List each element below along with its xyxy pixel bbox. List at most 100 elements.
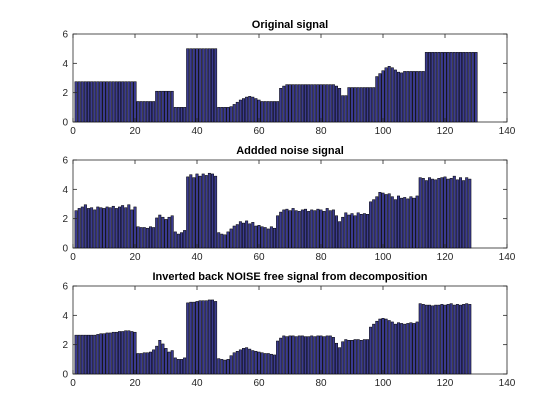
subplot-2: 0 20 40 60 80 100 120 140 0 2 4 6 Addded noise signa… (62, 145, 515, 263)
bar (384, 67, 388, 123)
bar (279, 211, 283, 249)
bar (176, 107, 180, 123)
bar (313, 336, 317, 375)
bar (133, 206, 137, 249)
bar (235, 224, 239, 249)
bar (226, 359, 230, 375)
bar (285, 336, 289, 375)
x-tick-label: 80 (315, 126, 327, 137)
bar (266, 353, 270, 375)
bar (124, 81, 128, 123)
bar (468, 304, 472, 375)
bar (465, 177, 469, 249)
bar (248, 96, 252, 123)
bar (294, 336, 298, 375)
bar (359, 87, 363, 123)
bar (384, 194, 388, 249)
bar (99, 207, 103, 249)
bar (428, 52, 431, 123)
bar (254, 98, 258, 123)
bar (378, 73, 382, 123)
bar (276, 215, 280, 249)
bar (356, 212, 360, 249)
bar (87, 334, 90, 375)
bar (232, 225, 236, 249)
bar (428, 177, 431, 249)
x-tick-label: 120 (437, 126, 454, 137)
bar (325, 208, 329, 249)
bar (102, 333, 106, 375)
bar (397, 71, 400, 123)
bar (90, 334, 94, 375)
bar (149, 226, 152, 249)
bar (226, 231, 230, 249)
bar (446, 178, 450, 249)
bar (285, 208, 289, 249)
bar (366, 87, 369, 123)
bar (412, 323, 416, 375)
bar (300, 209, 304, 249)
bar (344, 95, 348, 123)
bar (111, 331, 115, 375)
bar (310, 209, 314, 249)
bar (245, 220, 249, 249)
x-tick-label: 40 (191, 378, 203, 389)
bar (111, 81, 115, 123)
bar (207, 48, 211, 123)
bar (99, 333, 103, 375)
bar (455, 179, 459, 249)
bar (344, 212, 348, 249)
bar (155, 345, 159, 375)
bar (335, 85, 338, 123)
bar (347, 214, 351, 249)
bar (214, 175, 218, 249)
bar (375, 76, 379, 123)
bar (263, 353, 267, 375)
bar (161, 90, 165, 123)
bar (198, 48, 202, 123)
x-tick-label: 100 (375, 252, 392, 263)
bar (431, 305, 435, 375)
bar (229, 228, 233, 249)
x-tick-label: 100 (375, 126, 392, 137)
bar (313, 210, 317, 249)
bar (83, 204, 87, 249)
bar (434, 52, 438, 123)
bar (121, 205, 125, 249)
bar (406, 323, 410, 375)
bar (338, 221, 342, 249)
y-tick-label: 2 (62, 214, 68, 225)
bar (139, 353, 143, 375)
x-tick-label: 140 (499, 252, 516, 263)
bar (211, 48, 214, 123)
bar (161, 216, 165, 249)
bar (406, 71, 410, 123)
bar (158, 214, 162, 249)
bar (201, 300, 205, 375)
bar (232, 352, 236, 375)
bar (183, 230, 187, 249)
bar (369, 201, 373, 249)
bar (77, 334, 81, 375)
bar (307, 211, 311, 249)
x-tick-label: 40 (191, 126, 203, 137)
bar (195, 48, 199, 123)
bar (459, 177, 462, 249)
bar-series (74, 299, 472, 375)
bar (307, 336, 311, 375)
y-tick-label: 4 (62, 59, 68, 70)
bar (291, 335, 295, 375)
bar (307, 84, 311, 123)
bar (362, 339, 366, 375)
bar (198, 175, 202, 249)
bar (316, 335, 320, 375)
bar (443, 304, 447, 375)
bar (260, 352, 264, 375)
bar (335, 342, 338, 375)
bar (145, 227, 149, 249)
bar (449, 52, 453, 123)
bar (372, 199, 376, 249)
x-tick-label: 20 (129, 126, 141, 137)
y-tick-label: 0 (62, 244, 68, 255)
bar (238, 221, 242, 249)
